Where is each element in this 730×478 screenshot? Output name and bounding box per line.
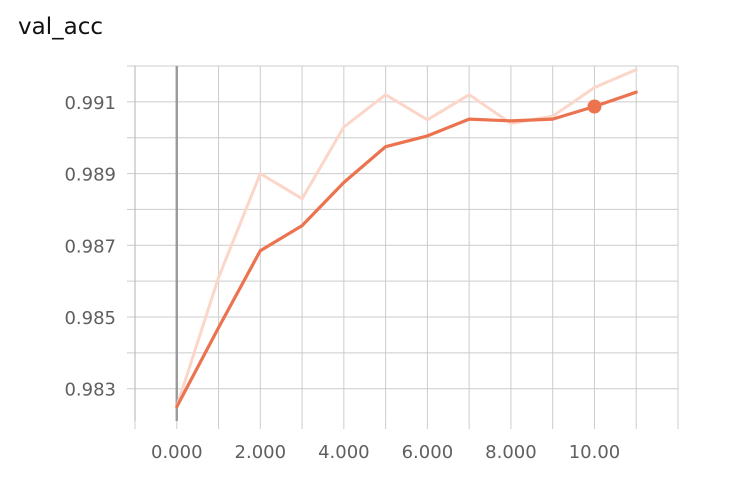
y-tick-label: 0.989: [64, 165, 116, 186]
y-tick-label: 0.985: [64, 308, 116, 329]
axes: [134, 66, 178, 421]
y-tick-label: 0.983: [64, 380, 116, 401]
y-tick-label: 0.987: [64, 236, 116, 257]
x-tick-label: 10.00: [569, 442, 621, 463]
tick-labels: 0.000 2.000 4.000 6.000 8.000 10.00 0.983 0.985…: [64, 93, 620, 463]
x-tick-label: 4.000: [318, 442, 370, 463]
x-tick-label: 8.000: [485, 442, 537, 463]
series: [175, 68, 638, 409]
x-tick-label: 6.000: [402, 442, 454, 463]
chart-title: val_acc: [18, 14, 103, 40]
series-line-raw[interactable]: [175, 68, 638, 409]
highlight-point[interactable]: [587, 99, 602, 114]
x-tick-label: 0.000: [151, 442, 203, 463]
grid: [127, 65, 679, 429]
series-line-smoothed[interactable]: [175, 90, 638, 409]
x-tick-label: 2.000: [235, 442, 287, 463]
y-tick-label: 0.991: [64, 93, 116, 114]
